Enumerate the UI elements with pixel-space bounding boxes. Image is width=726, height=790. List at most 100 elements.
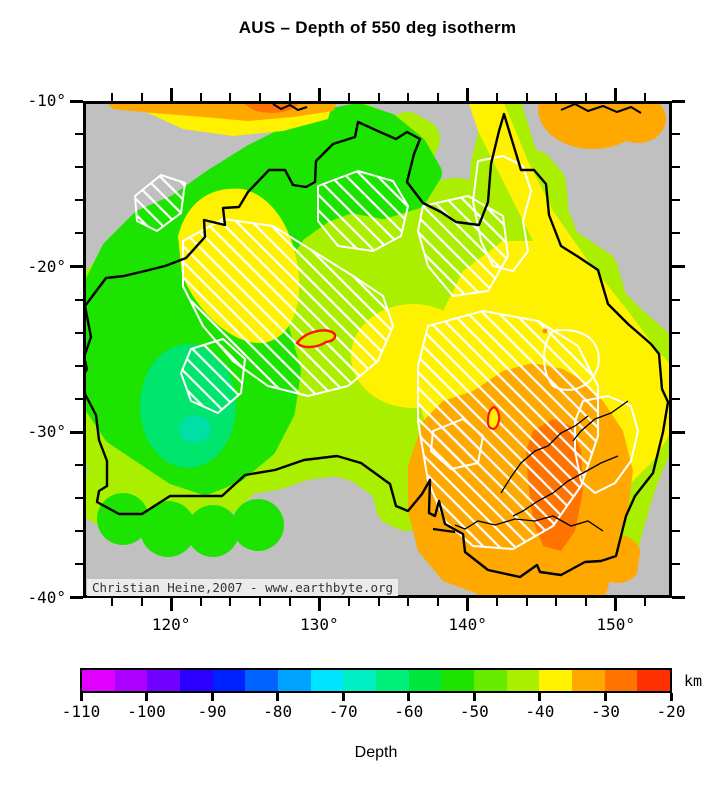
- depth-fill-orange-png: [610, 101, 666, 143]
- hatched-province: [417, 195, 509, 297]
- colorbar-tick-label: -50: [459, 702, 489, 721]
- timor-coast-fragment: [272, 103, 308, 112]
- lon-minor-tick: [644, 598, 647, 606]
- lat-tick-label: -10°: [27, 91, 66, 110]
- south-halo-orange: [515, 559, 571, 598]
- lon-minor-tick: [496, 93, 499, 101]
- colorbar-unit-label: km: [684, 672, 703, 690]
- lat-minor-tick: [75, 497, 83, 500]
- lat-minor-tick: [672, 232, 680, 235]
- colorbar-bin: [147, 670, 181, 691]
- colorbar-tick: [145, 693, 149, 701]
- lat-minor-tick: [75, 464, 83, 467]
- hatched-province: [134, 174, 186, 232]
- lat-major-tick: [70, 430, 83, 434]
- hatched-province: [417, 310, 599, 550]
- colorbar: [80, 668, 672, 693]
- colorbar-tick-label: -110: [61, 702, 101, 721]
- lon-minor-tick: [348, 598, 351, 606]
- colorbar-tick-label: -70: [328, 702, 358, 721]
- lon-minor-tick: [229, 93, 232, 101]
- colorbar-bin: [408, 670, 442, 691]
- lon-minor-tick: [229, 598, 232, 606]
- lon-major-tick: [169, 598, 173, 611]
- lat-minor-tick: [672, 497, 680, 500]
- lat-tick-label: -20°: [27, 256, 66, 276]
- lon-minor-tick: [585, 598, 588, 606]
- lat-minor-tick: [672, 331, 680, 334]
- lon-major-tick: [317, 88, 321, 101]
- colorbar-bin: [212, 670, 246, 691]
- colorbar-bin: [441, 670, 475, 691]
- colorbar-bin: [637, 670, 671, 691]
- lat-minor-tick: [672, 298, 680, 301]
- colorbar-tick: [210, 693, 214, 701]
- lon-minor-tick: [288, 598, 291, 606]
- depth-fill-teal-core: [179, 415, 211, 443]
- lon-minor-tick: [436, 598, 439, 606]
- lat-minor-tick: [75, 563, 83, 566]
- hatched-province: [180, 338, 246, 414]
- lat-minor-tick: [75, 530, 83, 533]
- province-hatch-group: [134, 170, 599, 550]
- colorbar-bin: [82, 670, 115, 691]
- lat-minor-tick: [75, 331, 83, 334]
- colorbar-title: Depth: [354, 744, 398, 761]
- hatched-province: [317, 170, 409, 252]
- colorbar-tick: [341, 693, 345, 701]
- colorbar-tick: [669, 693, 673, 701]
- lat-major-tick: [672, 596, 685, 599]
- lat-minor-tick: [672, 199, 680, 202]
- province-outline: [472, 155, 532, 272]
- colorbar-tick-label: -60: [394, 702, 424, 721]
- lon-minor-tick: [585, 93, 588, 101]
- lon-minor-tick: [140, 598, 143, 606]
- colorbar-bin: [310, 670, 344, 691]
- province-outline: [543, 329, 600, 391]
- colorbar-tick: [603, 693, 607, 701]
- lat-minor-tick: [75, 298, 83, 301]
- province-outline: [574, 395, 639, 494]
- lon-minor-tick: [140, 93, 143, 101]
- lon-tick-label: 130°: [300, 615, 339, 634]
- lon-major-tick: [317, 598, 321, 611]
- river-lines: [454, 400, 629, 532]
- river: [512, 455, 619, 517]
- lat-minor-tick: [672, 364, 680, 367]
- colorbar-bin: [245, 670, 279, 691]
- lon-minor-tick: [407, 93, 410, 101]
- red-depth-contour: [295, 329, 337, 349]
- lat-major-tick: [70, 596, 83, 599]
- lon-major-tick: [614, 88, 618, 101]
- province-outline-group: [472, 155, 639, 494]
- south-halo-green: [97, 493, 149, 545]
- lon-major-tick: [466, 88, 470, 101]
- lon-minor-tick: [644, 93, 647, 101]
- lat-major-tick: [672, 430, 685, 434]
- lon-minor-tick: [377, 598, 380, 606]
- lon-minor-tick: [259, 93, 262, 101]
- lon-minor-tick: [496, 598, 499, 606]
- river: [572, 400, 629, 442]
- lat-minor-tick: [75, 232, 83, 235]
- lat-minor-tick: [672, 563, 680, 566]
- lon-minor-tick: [259, 598, 262, 606]
- lat-minor-tick: [672, 166, 680, 169]
- lon-minor-tick: [555, 93, 558, 101]
- lon-minor-tick: [110, 598, 113, 606]
- lon-minor-tick: [377, 93, 380, 101]
- lon-minor-tick: [525, 598, 528, 606]
- colorbar-tick: [79, 693, 83, 701]
- lon-minor-tick: [110, 93, 113, 101]
- watermark: Christian Heine,2007 - www.earthbyte.org: [87, 579, 399, 596]
- ocean-mask-se-corner: [635, 451, 672, 598]
- lat-major-tick: [70, 265, 83, 268]
- colorbar-tick-label: -90: [197, 702, 227, 721]
- lat-minor-tick: [672, 397, 680, 400]
- colorbar-tick: [276, 693, 280, 701]
- colorbar-tick: [538, 693, 542, 701]
- lat-tick-label: -40°: [27, 587, 66, 607]
- kangaroo-island-coast: [432, 527, 456, 534]
- red-depth-contour: [486, 405, 501, 430]
- lat-minor-tick: [75, 397, 83, 400]
